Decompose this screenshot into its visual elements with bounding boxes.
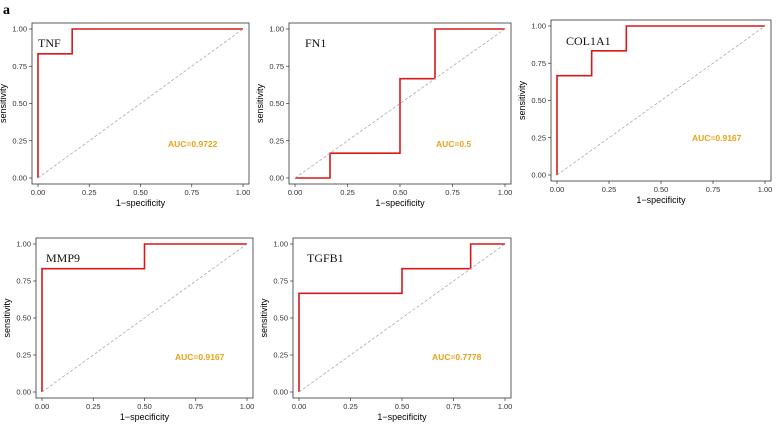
x-tick-label: 0.50 (654, 185, 669, 194)
x-tick-label: 1.00 (498, 402, 513, 411)
y-axis-title: sensitivity (2, 298, 12, 338)
y-tick-label: 0.00 (273, 388, 288, 397)
auc-annotation: AUC=0.9167 (175, 352, 225, 362)
reference-diagonal-line (556, 25, 766, 176)
x-tick-label: 0.25 (82, 188, 97, 197)
x-tick-label: 0.25 (602, 185, 617, 194)
panel-label: a (3, 3, 10, 18)
roc-panels: 0.00 0.25 0.50 0.75 1.00 0.00 0.25 0.50 0.75 1.00… (0, 19, 773, 422)
y-axis-title: sensitivity (259, 298, 269, 338)
y-tick-label: 0.50 (273, 314, 288, 323)
y-tick-label: 1.00 (273, 240, 288, 249)
x-tick-label: 0.00 (292, 402, 307, 411)
roc-curve-line (295, 28, 505, 179)
x-tick-label: 1.00 (236, 188, 251, 197)
x-axis-title: 1−specificity (120, 412, 170, 422)
x-tick-label: 0.25 (86, 402, 101, 411)
gene-label: FN1 (305, 36, 326, 50)
roc-curve-line (41, 243, 247, 392)
x-tick-label: 1.00 (758, 185, 773, 194)
auc-annotation: AUC=0.5 (436, 139, 471, 149)
y-axis-title: sensitivity (0, 83, 8, 123)
x-tick-label: 0.00 (288, 188, 303, 197)
y-tick-label: 1.00 (531, 22, 546, 31)
x-tick-label: 0.50 (395, 402, 410, 411)
x-tick-label: 0.75 (188, 402, 203, 411)
y-tick-label: 0.25 (12, 136, 27, 145)
x-tick-label: 0.25 (343, 402, 358, 411)
x-tick-label: 0.50 (393, 188, 408, 197)
roc-curve-line (556, 25, 765, 175)
gene-label: MMP9 (46, 251, 80, 265)
reference-diagonal-line (37, 28, 244, 179)
y-tick-label: 0.50 (531, 96, 546, 105)
x-tick-label: 0.75 (184, 188, 199, 197)
y-tick-label: 1.00 (269, 25, 284, 34)
reference-diagonal-line (41, 243, 248, 393)
y-tick-label: 0.50 (269, 99, 284, 108)
x-axis-title: 1−specificity (636, 195, 686, 205)
y-axis-title: sensitivity (255, 83, 265, 123)
reference-diagonal-line (298, 243, 506, 393)
roc-panel-fn1: 0.00 0.25 0.50 0.75 1.00 0.00 0.25 0.50 0.75 1.00… (255, 22, 513, 208)
y-tick-label: 0.75 (12, 62, 27, 71)
x-tick-label: 0.00 (550, 185, 565, 194)
auc-annotation: AUC=0.7778 (432, 352, 482, 362)
roc-panel-tgfb1: 0.00 0.25 0.50 0.75 1.00 0.00 0.25 0.50 0.75 1.00… (259, 237, 513, 422)
y-tick-label: 0.25 (16, 351, 31, 360)
y-tick-label: 0.00 (531, 171, 546, 180)
roc-panel-mmp9: 0.00 0.25 0.50 0.75 1.00 0.00 0.25 0.50 0.75 1.00… (2, 237, 255, 422)
x-tick-label: 0.00 (31, 188, 46, 197)
y-tick-label: 0.25 (269, 136, 284, 145)
y-tick-label: 0.50 (12, 99, 27, 108)
reference-diagonal-line (294, 28, 506, 179)
x-tick-label: 1.00 (498, 188, 513, 197)
x-tick-label: 0.75 (706, 185, 721, 194)
gene-label: COL1A1 (566, 34, 611, 48)
y-tick-label: 0.00 (12, 174, 27, 183)
y-tick-label: 0.75 (269, 62, 284, 71)
y-tick-label: 1.00 (12, 25, 27, 34)
roc-curve-line (37, 28, 243, 178)
x-tick-label: 0.75 (446, 402, 461, 411)
y-tick-label: 0.75 (273, 277, 288, 286)
x-tick-label: 0.50 (133, 188, 148, 197)
x-tick-label: 0.75 (445, 188, 460, 197)
y-axis-title: sensitivity (517, 80, 527, 120)
y-tick-label: 1.00 (16, 240, 31, 249)
x-tick-label: 1.00 (240, 402, 255, 411)
x-axis-title: 1−specificity (375, 198, 425, 208)
x-tick-label: 0.25 (340, 188, 355, 197)
roc-panel-col1a1: 0.00 0.25 0.50 0.75 1.00 0.00 0.25 0.50 0.75 1.00… (517, 19, 773, 205)
y-tick-label: 0.00 (16, 388, 31, 397)
gene-label: TGFB1 (307, 251, 344, 265)
x-tick-label: 0.00 (35, 402, 50, 411)
auc-annotation: AUC=0.9722 (168, 139, 218, 149)
roc-panel-tnf: 0.00 0.25 0.50 0.75 1.00 0.00 0.25 0.50 0.75 1.00… (0, 22, 251, 208)
y-tick-label: 0.25 (273, 351, 288, 360)
y-tick-label: 0.75 (16, 277, 31, 286)
y-tick-label: 0.75 (531, 59, 546, 68)
gene-label: TNF (38, 36, 61, 50)
y-tick-label: 0.00 (269, 174, 284, 183)
auc-annotation: AUC=0.9167 (692, 133, 742, 143)
roc-curve-line (298, 243, 505, 392)
x-tick-label: 0.50 (137, 402, 152, 411)
y-tick-label: 0.50 (16, 314, 31, 323)
x-axis-title: 1−specificity (116, 198, 166, 208)
y-tick-label: 0.25 (531, 133, 546, 142)
x-axis-title: 1−specificity (377, 412, 427, 422)
